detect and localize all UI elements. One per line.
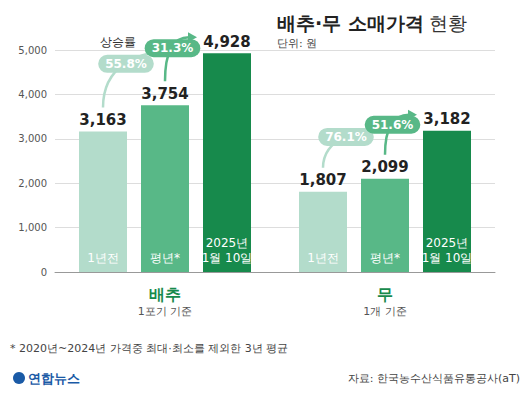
- svg-text:31.3%: 31.3%: [152, 41, 194, 55]
- svg-text:2025년: 2025년: [206, 236, 249, 250]
- svg-text:평년*: 평년*: [370, 251, 400, 265]
- svg-text:단위: 원: 단위: 원: [277, 37, 317, 50]
- svg-text:1,807: 1,807: [299, 171, 346, 189]
- svg-text:무: 무: [377, 285, 393, 304]
- svg-text:1년전: 1년전: [307, 251, 339, 265]
- svg-text:1월 10일: 1월 10일: [422, 251, 473, 265]
- svg-text:배추·무 소매가격: 배추·무 소매가격: [277, 12, 424, 34]
- svg-text:1개 기준: 1개 기준: [363, 305, 407, 318]
- svg-text:0: 0: [41, 267, 47, 278]
- svg-text:3,000: 3,000: [18, 133, 47, 144]
- svg-text:자료: 한국농수산식품유통공사(aT): 자료: 한국농수산식품유통공사(aT): [348, 372, 520, 385]
- svg-text:1포기 기준: 1포기 기준: [138, 305, 193, 318]
- svg-text:3,182: 3,182: [423, 110, 470, 128]
- svg-text:1월 10일: 1월 10일: [202, 251, 253, 265]
- svg-text:76.1%: 76.1%: [325, 130, 367, 144]
- svg-text:상승률: 상승률: [100, 35, 136, 49]
- svg-text:배추: 배추: [149, 285, 181, 304]
- svg-text:* 2020년~2024년 가격중 최대·최소를 제외한 3: * 2020년~2024년 가격중 최대·최소를 제외한 3년 평균: [10, 342, 288, 355]
- svg-text:4,928: 4,928: [203, 33, 250, 51]
- svg-text:2,099: 2,099: [361, 158, 408, 176]
- svg-text:3,754: 3,754: [141, 85, 188, 103]
- svg-text:현황: 현황: [429, 12, 467, 34]
- svg-text:평년*: 평년*: [150, 251, 180, 265]
- svg-text:3,163: 3,163: [79, 111, 126, 129]
- svg-text:연합뉴스: 연합뉴스: [28, 371, 80, 386]
- svg-text:1년전: 1년전: [87, 251, 119, 265]
- svg-text:55.8%: 55.8%: [105, 57, 147, 71]
- svg-text:51.6%: 51.6%: [372, 118, 414, 132]
- svg-text:1,000: 1,000: [18, 222, 47, 233]
- svg-text:2025년: 2025년: [426, 236, 469, 250]
- svg-text:4,000: 4,000: [18, 89, 47, 100]
- svg-text:2,000: 2,000: [18, 178, 47, 189]
- svg-text:5,000: 5,000: [18, 45, 47, 56]
